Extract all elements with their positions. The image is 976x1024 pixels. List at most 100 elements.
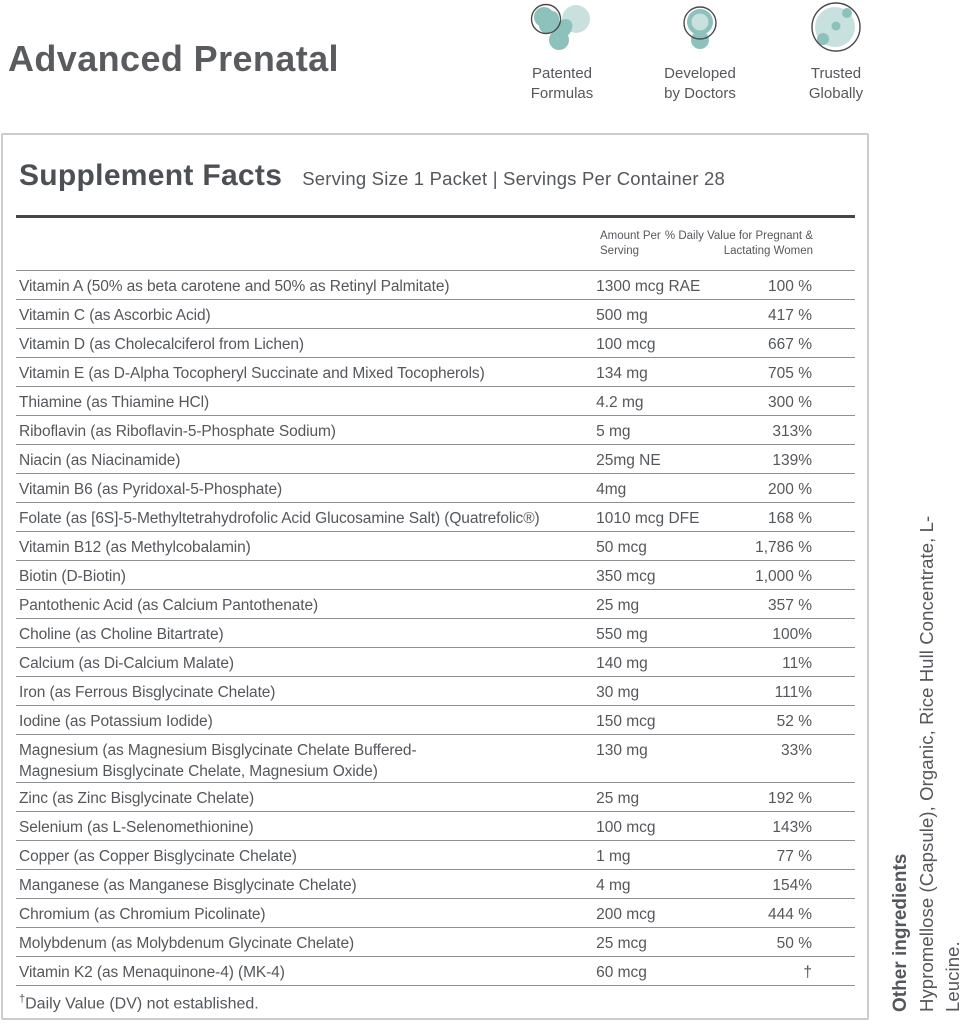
table-row: Zinc (as Zinc Bisglycinate Chelate) 25 m… bbox=[16, 783, 855, 812]
nutrient-dv: 1,000 % bbox=[755, 568, 812, 585]
nutrient-amount: 1300 mcg RAE bbox=[596, 278, 701, 295]
globe-icon bbox=[771, 0, 901, 60]
nutrient-dv: 313% bbox=[772, 423, 812, 440]
table-row: Vitamin C (as Ascorbic Acid) 500 mg 417 … bbox=[16, 300, 855, 329]
nutrient-name: Calcium (as Di-Calcium Malate) bbox=[19, 655, 234, 672]
dv-column-header: % Daily Value for Pregnant & Lactating W… bbox=[664, 230, 813, 257]
table-row: Vitamin E (as D-Alpha Tocopheryl Succina… bbox=[16, 358, 855, 387]
nutrient-dv: 417 % bbox=[768, 307, 812, 324]
nutrient-amount: 4.2 mg bbox=[596, 394, 644, 411]
nutrient-amount: 350 mcg bbox=[596, 568, 656, 585]
molecules-icon bbox=[497, 0, 627, 60]
droplet-icon bbox=[635, 0, 765, 60]
nutrient-amount: 25mg NE bbox=[596, 452, 661, 469]
nutrient-amount: 134 mg bbox=[596, 365, 648, 382]
nutrient-amount: 5 mg bbox=[596, 423, 631, 440]
nutrient-dv: 100% bbox=[772, 626, 812, 643]
nutrient-name: Folate (as [6S]-5-Methyltetrahydrofolic … bbox=[19, 510, 540, 527]
nutrient-dv: 143% bbox=[772, 819, 812, 836]
header-rule bbox=[16, 215, 855, 218]
other-ingredients: Other ingredients Hypromellose (Capsule)… bbox=[888, 452, 966, 1012]
serving-info: Serving Size 1 Packet | Servings Per Con… bbox=[302, 168, 726, 189]
nutrient-name: Selenium (as L-Selenomethionine) bbox=[19, 819, 254, 836]
nutrient-dv: 33% bbox=[780, 742, 812, 759]
nutrient-amount: 100 mcg bbox=[596, 336, 656, 353]
column-headers: Amount Per Serving % Daily Value for Pre… bbox=[16, 218, 855, 271]
nutrient-amount: 1010 mcg DFE bbox=[596, 510, 700, 527]
table-row: Vitamin K2 (as Menaquinone-4) (MK-4) 60 … bbox=[16, 957, 855, 986]
nutrient-name: Pantothenic Acid (as Calcium Pantothenat… bbox=[19, 597, 319, 614]
nutrient-amount: 500 mg bbox=[596, 307, 648, 324]
dagger-symbol: † bbox=[19, 993, 26, 1005]
nutrient-dv: 154% bbox=[772, 877, 812, 894]
nutrient-dv: † bbox=[803, 964, 812, 981]
nutrient-name: Vitamin D (as Cholecalciferol from Liche… bbox=[19, 336, 304, 353]
nutrient-dv: 444 % bbox=[768, 906, 812, 923]
nutrient-dv: 11% bbox=[782, 655, 812, 672]
nutrient-amount: 1 mg bbox=[596, 848, 631, 865]
table-row: Magnesium (as Magnesium Bisglycinate Che… bbox=[16, 735, 855, 783]
table-row: Folate (as [6S]-5-Methyltetrahydrofolic … bbox=[16, 503, 855, 532]
nutrient-name: Molybdenum (as Molybdenum Glycinate Chel… bbox=[19, 935, 355, 952]
nutrient-dv: 52 % bbox=[776, 713, 812, 730]
nutrient-dv: 139% bbox=[772, 452, 812, 469]
other-ingredients-heading: Other ingredients bbox=[890, 853, 911, 1012]
table-row: Choline (as Choline Bitartrate) 550 mg 1… bbox=[16, 619, 855, 648]
table-row: Molybdenum (as Molybdenum Glycinate Chel… bbox=[16, 928, 855, 957]
nutrient-name: Thiamine (as Thiamine HCl) bbox=[19, 394, 210, 411]
nutrient-dv: 111% bbox=[774, 684, 812, 701]
nutrient-amount: 30 mg bbox=[596, 684, 640, 701]
table-row: Vitamin B12 (as Methylcobalamin) 50 mcg … bbox=[16, 532, 855, 561]
nutrient-dv: 705 % bbox=[768, 365, 812, 382]
supplement-facts-title: Supplement Facts bbox=[19, 159, 283, 192]
nutrient-name: Iron (as Ferrous Bisglycinate Chelate) bbox=[19, 684, 276, 701]
table-row: Riboflavin (as Riboflavin-5-Phosphate So… bbox=[16, 416, 855, 445]
nutrient-name: Biotin (D-Biotin) bbox=[19, 568, 126, 585]
table-row: Pantothenic Acid (as Calcium Pantothenat… bbox=[16, 590, 855, 619]
nutrient-amount: 4mg bbox=[596, 481, 627, 498]
nutrient-dv: 667 % bbox=[768, 336, 812, 353]
nutrient-dv: 192 % bbox=[768, 790, 812, 807]
table-row: Copper (as Copper Bisglycinate Chelate) … bbox=[16, 841, 855, 870]
nutrient-amount: 25 mg bbox=[596, 597, 640, 614]
nutrient-name: Copper (as Copper Bisglycinate Chelate) bbox=[19, 848, 297, 865]
nutrient-amount: 60 mcg bbox=[596, 964, 647, 981]
nutrient-amount: 150 mcg bbox=[596, 713, 656, 730]
nutrient-amount: 4 mg bbox=[596, 877, 631, 894]
nutrient-amount: 550 mg bbox=[596, 626, 648, 643]
nutrient-name: Niacin (as Niacinamide) bbox=[19, 452, 181, 469]
table-row: Selenium (as L-Selenomethionine) 100 mcg… bbox=[16, 812, 855, 841]
nutrient-name: Vitamin A (50% as beta carotene and 50% … bbox=[19, 278, 450, 295]
nutrient-name: Riboflavin (as Riboflavin-5-Phosphate So… bbox=[19, 423, 336, 440]
nutrient-name: Vitamin B12 (as Methylcobalamin) bbox=[19, 539, 251, 556]
amount-column-header: Amount Per Serving bbox=[600, 230, 661, 257]
nutrient-amount: 100 mcg bbox=[596, 819, 656, 836]
nutrient-name: Manganese (as Manganese Bisglycinate Che… bbox=[19, 877, 357, 894]
nutrient-dv: 50 % bbox=[776, 935, 812, 952]
nutrient-name: Choline (as Choline Bitartrate) bbox=[19, 626, 224, 643]
nutrient-amount: 25 mg bbox=[596, 790, 640, 807]
dv-footnote: †Daily Value (DV) not established. bbox=[19, 993, 259, 1013]
nutrient-name: Vitamin B6 (as Pyridoxal-5-Phosphate) bbox=[19, 481, 283, 498]
badge-label: Trusted Globally bbox=[808, 65, 864, 102]
nutrient-name: Vitamin C (as Ascorbic Acid) bbox=[19, 307, 211, 324]
badge-patented-formulas: Patented Formulas bbox=[497, 0, 627, 104]
supplement-facts-panel: Supplement Facts Serving Size 1 Packet |… bbox=[1, 133, 869, 1020]
nutrient-name: Vitamin E (as D-Alpha Tocopheryl Succina… bbox=[19, 365, 485, 382]
badge-label: Patented Formulas bbox=[530, 65, 594, 102]
nutrient-amount: 140 mg bbox=[596, 655, 648, 672]
page-title: Advanced Prenatal bbox=[8, 38, 339, 79]
nutrient-dv: 300 % bbox=[768, 394, 812, 411]
table-row: Vitamin D (as Cholecalciferol from Liche… bbox=[16, 329, 855, 358]
nutrient-name: Iodine (as Potassium Iodide) bbox=[19, 713, 213, 730]
nutrient-dv: 357 % bbox=[768, 597, 812, 614]
badge-trusted-globally: Trusted Globally bbox=[771, 0, 901, 104]
table-row: Iodine (as Potassium Iodide) 150 mcg 52 … bbox=[16, 706, 855, 735]
nutrient-dv: 77 % bbox=[776, 848, 812, 865]
nutrient-dv: 1,786 % bbox=[755, 539, 812, 556]
table-row: Vitamin B6 (as Pyridoxal-5-Phosphate) 4m… bbox=[16, 474, 855, 503]
nutrient-table: Vitamin A (50% as beta carotene and 50% … bbox=[16, 271, 855, 986]
nutrient-name: Vitamin K2 (as Menaquinone-4) (MK-4) bbox=[19, 964, 285, 981]
other-ingredients-text: Hypromellose (Capsule), Organic, Rice Hu… bbox=[916, 515, 963, 1012]
